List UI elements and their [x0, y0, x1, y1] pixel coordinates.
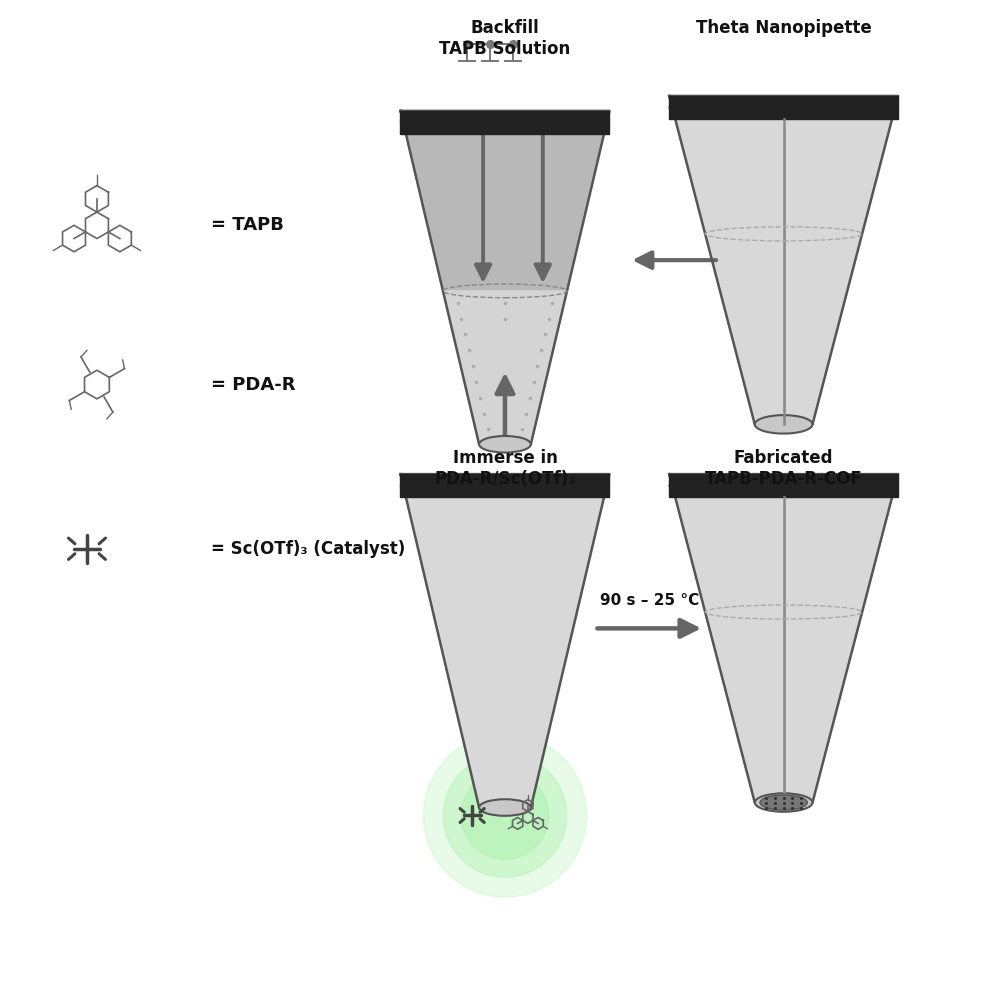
Ellipse shape: [755, 415, 812, 433]
Ellipse shape: [760, 795, 807, 810]
Ellipse shape: [669, 97, 898, 118]
Text: Theta Nanopipette: Theta Nanopipette: [696, 19, 872, 37]
Text: Backfill
TAPB Solution: Backfill TAPB Solution: [439, 19, 571, 58]
Circle shape: [423, 734, 587, 897]
Polygon shape: [669, 474, 898, 802]
Polygon shape: [669, 96, 898, 119]
Ellipse shape: [479, 799, 531, 815]
Text: 90 s – 25 °C: 90 s – 25 °C: [600, 594, 699, 609]
Ellipse shape: [400, 475, 609, 496]
Ellipse shape: [479, 436, 531, 452]
Text: = Sc(OTf)₃ (Catalyst): = Sc(OTf)₃ (Catalyst): [211, 540, 406, 558]
Polygon shape: [669, 96, 898, 424]
Polygon shape: [400, 474, 609, 807]
Text: Fabricated
TAPB-PDA-R-COF: Fabricated TAPB-PDA-R-COF: [705, 449, 863, 488]
Polygon shape: [669, 474, 898, 497]
Circle shape: [443, 753, 567, 877]
Ellipse shape: [400, 112, 609, 133]
Ellipse shape: [755, 793, 812, 811]
Circle shape: [461, 771, 549, 859]
Polygon shape: [400, 111, 609, 290]
Text: = TAPB: = TAPB: [211, 217, 284, 235]
Polygon shape: [400, 111, 609, 134]
Text: = PDA-R: = PDA-R: [211, 375, 296, 393]
Polygon shape: [400, 474, 609, 497]
Ellipse shape: [669, 475, 898, 496]
Text: Immerse in
PDA-R/Sc(OTf)₃: Immerse in PDA-R/Sc(OTf)₃: [434, 449, 576, 488]
Polygon shape: [443, 290, 567, 444]
